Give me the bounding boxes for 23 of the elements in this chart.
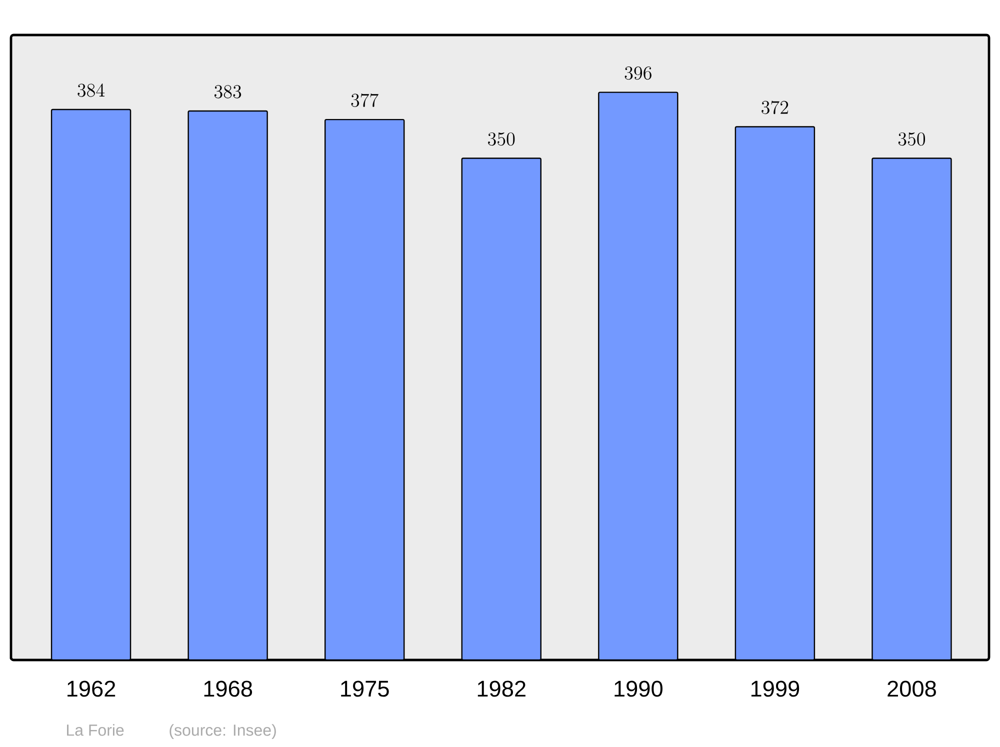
bar bbox=[50, 108, 132, 660]
x-tick-label: 1982 bbox=[478, 680, 526, 697]
data-label: 350 bbox=[898, 132, 926, 146]
data-label: 377 bbox=[351, 94, 378, 107]
x-tick-label: 1975 bbox=[341, 680, 389, 697]
x-tick-label: 1962 bbox=[68, 680, 116, 697]
x-tick-label: 2008 bbox=[888, 680, 936, 697]
text: La Forie bbox=[67, 724, 124, 736]
bar bbox=[461, 158, 542, 660]
x-tick-label: 1968 bbox=[204, 680, 252, 697]
data-label: 350 bbox=[488, 132, 515, 146]
data-label: 383 bbox=[214, 85, 242, 98]
data-label: 372 bbox=[762, 100, 788, 114]
x-tick-label: 1999 bbox=[751, 680, 800, 697]
bar bbox=[188, 110, 268, 660]
text: (source: Insee) bbox=[170, 724, 276, 739]
data-label: 396 bbox=[624, 66, 652, 80]
x-tick-label: 1990 bbox=[614, 680, 662, 697]
bar bbox=[872, 158, 952, 660]
bar bbox=[324, 118, 405, 660]
data-label: 384 bbox=[78, 84, 105, 97]
bar bbox=[734, 126, 816, 660]
bar bbox=[598, 92, 678, 660]
